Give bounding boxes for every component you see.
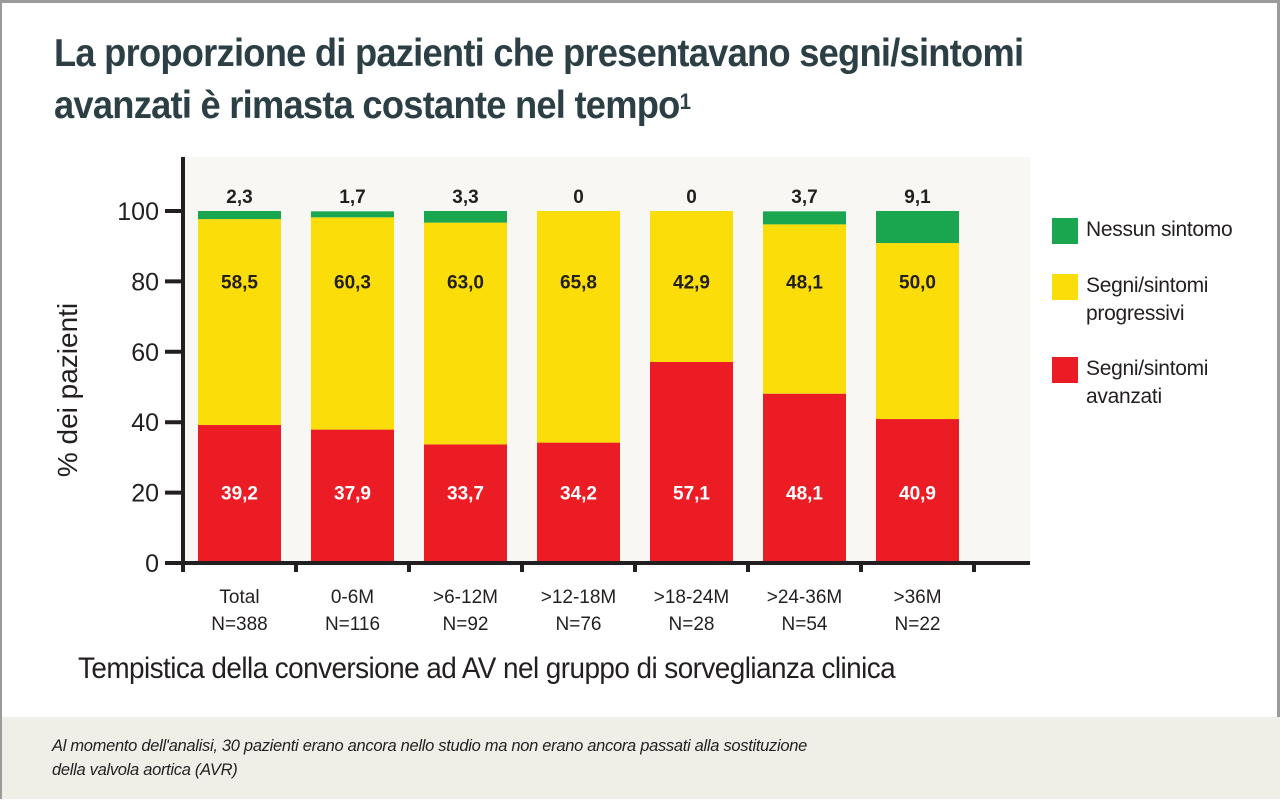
footer-note-line2: della valvola aortica (AVR)	[52, 761, 238, 779]
bar-segment-avanzati	[763, 393, 846, 563]
data-label-avanzati: 34,2	[560, 484, 597, 505]
legend-label-avanzati: Segni/sintomi avanzati	[1086, 355, 1208, 411]
title-line-1: La proporzione di pazienti che presentav…	[54, 32, 1024, 75]
legend-label-avanzati-line1: Segni/sintomi	[1086, 357, 1209, 380]
bar-segment-nessun_sintomo	[763, 211, 846, 225]
bar-segment-avanzati	[424, 444, 507, 563]
y-tick-label: 60	[131, 339, 159, 367]
bar-segment-nessun_sintomo	[424, 211, 507, 223]
footer-note-line1: Al momento dell'analisi, 30 pazienti era…	[52, 737, 807, 755]
x-category-n: N=22	[895, 614, 941, 635]
x-category-label: >18-24M	[654, 587, 730, 608]
x-category-label: >12-18M	[541, 587, 617, 608]
x-category-label: 0-6M	[331, 587, 374, 608]
title-line-2: avanzati è rimasta costante nel tempo	[54, 84, 680, 127]
data-label-progressivi: 63,0	[447, 272, 484, 293]
bar-segment-avanzati	[198, 425, 281, 563]
axes-layer	[181, 157, 1030, 571]
x-category-n: N=92	[443, 614, 489, 635]
bar-segment-nessun_sintomo	[311, 211, 394, 218]
bar-segment-progressivi	[198, 219, 281, 426]
legend-swatch-avanzati	[1052, 357, 1078, 383]
data-label-progressivi: 42,9	[673, 272, 710, 293]
y-tick-label: 40	[131, 409, 159, 437]
bar-segment-progressivi	[763, 224, 846, 394]
data-label-avanzati: 40,9	[899, 484, 936, 505]
y-ticks-layer: 0 20 40 60 80 100	[117, 198, 183, 578]
data-label-progressivi: 65,8	[560, 272, 597, 293]
legend-swatch-progressivi	[1052, 274, 1078, 300]
data-label-avanzati: 48,1	[786, 484, 823, 505]
x-category-n: N=388	[211, 614, 268, 635]
x-axis-label: Tempistica della conversione ad AV nel g…	[78, 652, 896, 685]
bar-segment-avanzati	[537, 442, 620, 563]
y-tick-label: 20	[131, 480, 159, 508]
legend-swatch-nessun-sintomo	[1052, 218, 1078, 244]
x-category-n: N=76	[556, 614, 602, 635]
bar-segment-progressivi	[650, 211, 733, 363]
x-category-n: N=116	[325, 614, 380, 635]
bar-segment-progressivi	[876, 243, 959, 420]
data-label-progressivi: 60,3	[334, 272, 371, 293]
data-label-nessun_sintomo: 0	[686, 187, 697, 208]
y-tick-label: 100	[117, 198, 159, 226]
data-label-progressivi: 58,5	[221, 272, 258, 293]
bar-segment-progressivi	[424, 222, 507, 445]
data-label-avanzati: 37,9	[334, 484, 371, 505]
bar-segment-avanzati	[311, 429, 394, 563]
legend-label-progressivi-line1: Segni/sintomi	[1086, 274, 1209, 297]
bars-layer	[198, 211, 959, 563]
x-category-label: >24-36M	[767, 587, 843, 608]
footer-note: Al momento dell'analisi, 30 pazienti era…	[52, 734, 1152, 782]
data-label-nessun_sintomo: 9,1	[904, 187, 931, 208]
legend-label-progressivi: Segni/sintomi progressivi	[1086, 272, 1208, 328]
x-category-label: Total	[219, 587, 259, 608]
data-label-nessun_sintomo: 3,3	[452, 187, 478, 208]
x-category-n: N=54	[782, 614, 828, 635]
data-label-progressivi: 50,0	[899, 272, 936, 293]
bar-segment-avanzati	[876, 419, 959, 563]
data-label-avanzati: 33,7	[447, 484, 484, 505]
data-label-progressivi: 48,1	[786, 272, 823, 293]
data-label-nessun_sintomo: 3,7	[791, 187, 817, 208]
data-label-avanzati: 39,2	[221, 484, 258, 505]
legend-label-nessun-sintomo: Nessun sintomo	[1086, 218, 1233, 241]
data-label-nessun_sintomo: 1,7	[339, 187, 365, 208]
footer-panel	[2, 717, 1280, 799]
title-footnote: 1	[679, 89, 691, 114]
x-ticks-layer: Total N=388 0-6M N=116 >6-12M N=92 >12-18M N=76…	[181, 563, 976, 635]
y-tick-label: 80	[131, 268, 159, 296]
bar-segment-progressivi	[311, 217, 394, 430]
legend-label-avanzati-line2: avanzati	[1086, 385, 1162, 408]
bar-segment-avanzati	[650, 362, 733, 563]
data-label-nessun_sintomo: 0	[573, 187, 584, 208]
data-label-nessun_sintomo: 2,3	[226, 187, 252, 208]
x-category-label: >6-12M	[433, 587, 498, 608]
data-label-avanzati: 57,1	[673, 484, 710, 505]
x-category-n: N=28	[669, 614, 715, 635]
bar-segment-nessun_sintomo	[198, 211, 281, 220]
x-category-label: >36M	[893, 587, 941, 608]
value-labels-layer: 39,2 58,5 2,3 37,9 60,3 1,7 33,7 63,0 3,3 34,2 65,…	[221, 187, 936, 505]
legend-label-progressivi-line2: progressivi	[1086, 302, 1185, 325]
bar-segment-nessun_sintomo	[876, 211, 959, 244]
bar-segment-progressivi	[537, 211, 620, 443]
y-axis-label: % dei pazienti	[52, 303, 83, 477]
y-tick-label: 0	[145, 550, 159, 578]
chart-title: La proporzione di pazienti che presentav…	[54, 28, 1170, 132]
